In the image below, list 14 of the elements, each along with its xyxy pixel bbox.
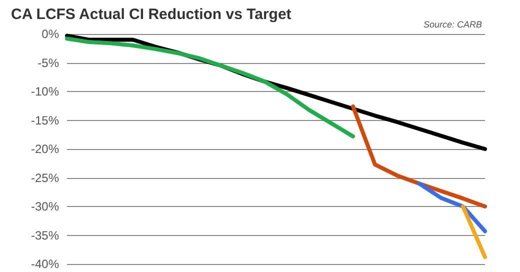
chart-title: CA LCFS Actual CI Reduction vs Target [11, 6, 292, 23]
y-tick-label: 0% [42, 27, 60, 41]
y-tick-label: -30% [30, 200, 60, 214]
y-tick-label: -35% [30, 228, 60, 242]
y-tick-label: -20% [30, 142, 60, 156]
line-series [65, 36, 355, 138]
line-series [417, 182, 487, 234]
line-series [351, 104, 487, 208]
y-tick-label: -10% [30, 84, 60, 98]
y-tick-label: -40% [30, 257, 60, 271]
y-tick-label: -25% [30, 170, 60, 185]
y-tick-label: -15% [30, 113, 60, 128]
source-note: Source: CARB [423, 20, 482, 30]
y-tick-label: -5% [38, 56, 60, 70]
